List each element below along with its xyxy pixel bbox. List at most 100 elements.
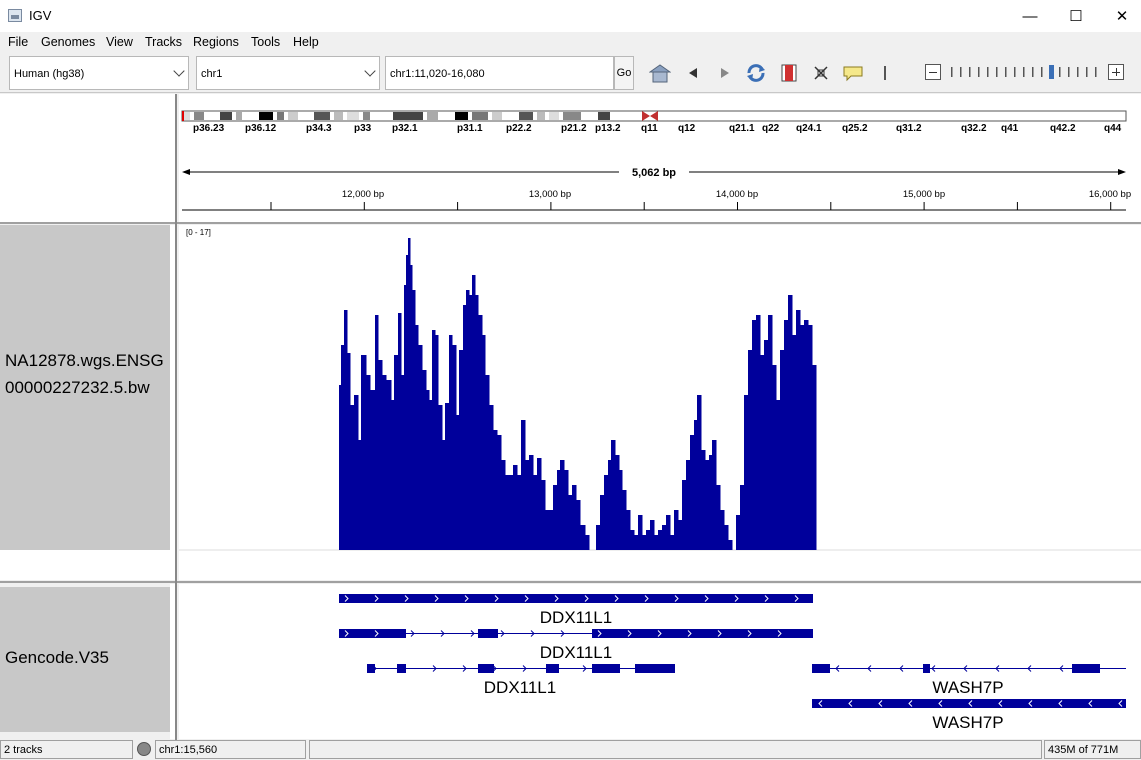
gene-label: WASH7P (932, 713, 1003, 732)
coverage-bar (796, 310, 801, 550)
coverage-bar (475, 295, 479, 550)
refresh-icon[interactable] (745, 62, 767, 84)
zoom-out-button[interactable] (925, 64, 941, 80)
menu-tracks[interactable]: Tracks (145, 35, 183, 49)
coverage-bar (553, 485, 558, 550)
coverage-bar (541, 480, 546, 550)
coverage-bar (705, 460, 710, 550)
region-of-interest-icon[interactable] (778, 62, 800, 84)
menu-view[interactable]: View (106, 35, 133, 49)
coverage-bar (489, 405, 494, 550)
coverage-bar (674, 510, 679, 550)
ideogram-band (563, 112, 581, 120)
coverage-bar (682, 480, 687, 550)
panel-divider (0, 581, 1141, 583)
go-button[interactable]: Go (614, 56, 634, 90)
popup-info-icon[interactable] (842, 62, 864, 84)
coverage-bar (466, 290, 470, 550)
maximize-button[interactable]: ☐ (1069, 8, 1083, 25)
coverage-bar (808, 325, 813, 550)
menu-regions[interactable]: Regions (193, 35, 239, 49)
coverage-bar (572, 485, 577, 550)
coverage-bar (557, 470, 561, 550)
ideogram-band-label: q31.2 (896, 123, 922, 134)
strand-arrow (614, 595, 619, 602)
coverage-bar (517, 475, 522, 550)
coverage-bar (736, 515, 741, 550)
forward-arrow-icon[interactable] (714, 62, 736, 84)
strand-arrow (344, 595, 349, 602)
chromosome-ideogram[interactable]: p36.23 p36.12 p34.3 p33 p32.1 p31.1 p22.2 p21.2… (179, 94, 1141, 222)
gene-exon (339, 594, 813, 603)
coverage-bar (354, 395, 359, 550)
gene-exon (1072, 664, 1100, 673)
strand-arrow (560, 630, 565, 637)
coverage-bar (406, 255, 409, 550)
coverage-bar (463, 305, 467, 550)
chevron-down-icon (364, 65, 376, 77)
chromosome-select[interactable]: chr1 (196, 56, 380, 90)
coverage-bar (634, 535, 639, 550)
coverage-bar (600, 495, 605, 550)
menu-tools[interactable]: Tools (251, 35, 281, 49)
coverage-bar (482, 335, 486, 550)
strand-arrow (432, 665, 437, 672)
coverage-bar (410, 265, 413, 550)
coverage-bar (435, 335, 439, 550)
coverage-bar (485, 375, 490, 550)
ideogram-band (277, 112, 284, 120)
coverage-bar (422, 370, 427, 550)
home-icon[interactable] (649, 62, 671, 84)
strand-arrow (462, 665, 467, 672)
resize-to-window-icon[interactable] (810, 62, 832, 84)
zoom-slider[interactable] (948, 64, 1102, 80)
strand-arrow (848, 700, 853, 707)
gene-label: DDX11L1 (540, 643, 612, 662)
coverage-bar (370, 390, 376, 550)
close-button[interactable]: ✕ (1115, 8, 1129, 25)
gene-track-name-panel[interactable] (0, 587, 170, 732)
coverage-track-name-panel[interactable] (0, 225, 170, 550)
zoom-tick (987, 67, 989, 77)
ideogram-band-label: p31.1 (457, 123, 483, 134)
gene-exon (592, 629, 813, 638)
gene-track[interactable]: DDX11L1 DDX11L1 DDX11L1 WASH7P WASH7P (179, 584, 1141, 739)
locus-input[interactable]: chr1:11,020-16,080 (385, 56, 614, 90)
coverage-bar (366, 375, 371, 550)
coverage-bar (493, 430, 498, 550)
status-message (309, 740, 1042, 759)
coverage-bar (412, 290, 416, 550)
strand-arrow (1028, 700, 1033, 707)
coverage-bar (812, 365, 817, 550)
panel-splitter[interactable] (175, 94, 177, 740)
coverage-bar (350, 405, 355, 550)
ideogram-band (549, 112, 559, 120)
coverage-bar (382, 375, 387, 550)
coverage-track[interactable] (179, 225, 1141, 565)
menu-help[interactable]: Help (293, 35, 319, 49)
strand-arrow (1118, 700, 1123, 707)
strand-arrow (1059, 665, 1064, 672)
genome-select[interactable]: Human (hg38) (9, 56, 189, 90)
igv-app-icon (8, 9, 22, 22)
ideogram-band (585, 112, 594, 120)
coverage-bar (529, 455, 534, 550)
genome-select-value: Human (hg38) (14, 68, 85, 80)
coverage-bar (776, 400, 781, 550)
zoom-in-button[interactable] (1108, 64, 1124, 80)
ideogram-band (246, 112, 255, 120)
minimize-button[interactable]: — (1022, 7, 1038, 25)
menu-file[interactable]: File (8, 35, 29, 49)
strand-arrow (968, 700, 973, 707)
gene-exon (339, 629, 406, 638)
strand-arrow (704, 595, 709, 602)
strand-arrow (777, 630, 782, 637)
coverage-bar (501, 460, 506, 550)
coverage-bar (642, 535, 647, 550)
strand-arrow (995, 665, 1000, 672)
back-arrow-icon[interactable] (682, 62, 704, 84)
menu-genomes[interactable]: Genomes (41, 35, 96, 49)
coverage-bar (375, 315, 379, 550)
zoom-tick (1095, 67, 1097, 77)
zoom-tick (1068, 67, 1070, 77)
